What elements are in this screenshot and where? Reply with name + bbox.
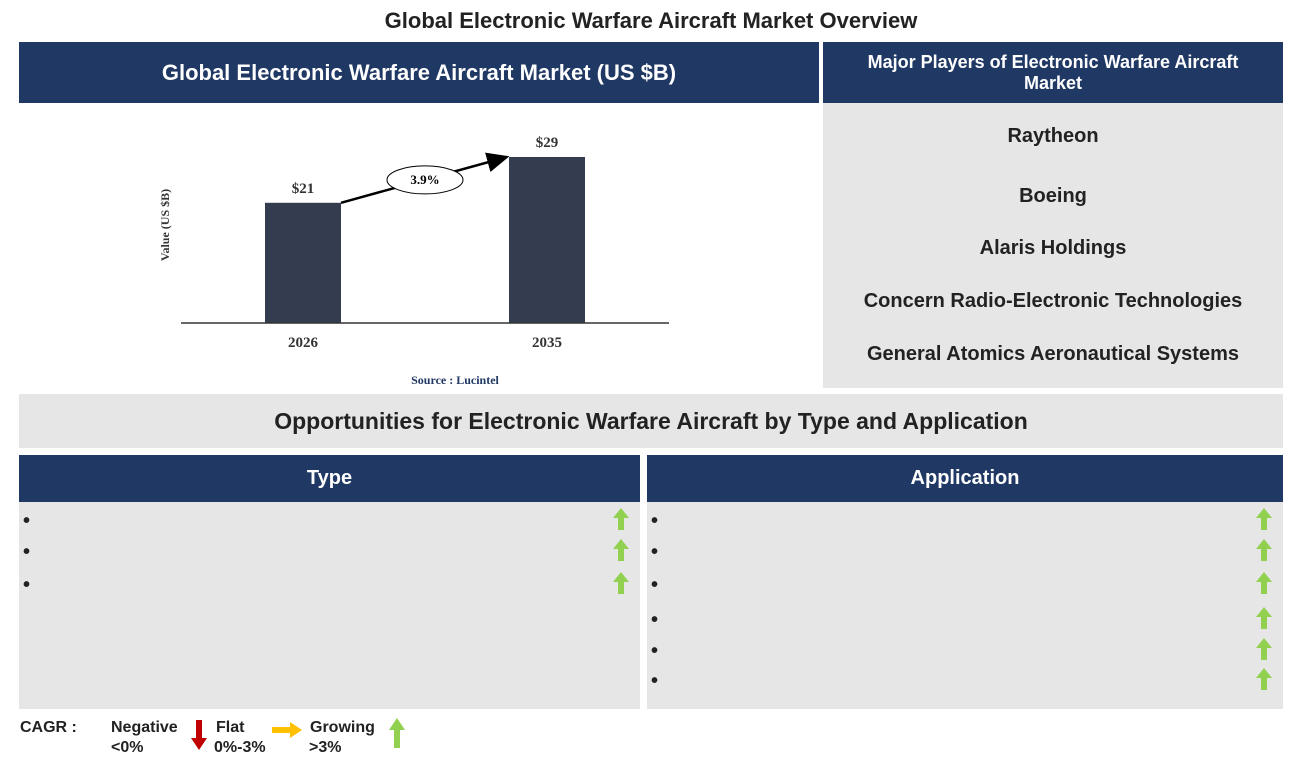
bar xyxy=(509,157,585,323)
trend-arrow xyxy=(1256,638,1272,660)
trend-arrow xyxy=(1256,607,1272,629)
cagr-bubble xyxy=(386,165,464,195)
y-axis-label: Value (US $B) xyxy=(158,189,172,261)
legend-label: Negative xyxy=(111,719,178,736)
type-header: Type xyxy=(19,455,640,502)
negative-arrow xyxy=(191,720,207,750)
page-title: Global Electronic Warfare Aircraft Marke… xyxy=(384,8,918,33)
list-item: • Jet Powered Transport Aircraft xyxy=(651,541,659,563)
players-header: Major Players of Electronic Warfare Airc… xyxy=(823,42,1283,103)
cagr-label: 3.9% xyxy=(410,172,439,187)
list-item: • Electronic Attack xyxy=(23,510,31,532)
trend-arrow xyxy=(613,508,629,530)
trend-arrow xyxy=(1256,668,1272,690)
player: Concern Radio-Electronic Technologies xyxy=(863,290,1243,312)
x-tick-label: 2026 xyxy=(288,335,319,351)
chart: $21 2026 $29 2035 3.9% Value (US $B) Source : … xyxy=(158,135,669,387)
legend-label: Flat xyxy=(216,719,245,736)
trend-arrow xyxy=(613,572,629,594)
value-label: $21 xyxy=(292,181,315,197)
list-item: • Electronic Warfare Support xyxy=(23,574,31,596)
flat-arrow xyxy=(272,722,302,738)
player: Alaris Holdings xyxy=(979,237,1127,259)
list-item: • Electronic Protection xyxy=(23,541,31,563)
list-item: • Helicopters xyxy=(651,609,659,631)
player: General Atomics Aeronautical Systems xyxy=(867,343,1239,365)
type-panel: • Electronic Attack • Electronic Protecti… xyxy=(19,502,640,709)
list-item: • Unmanned Aerial Vehicles xyxy=(651,640,659,662)
list-item: • Others xyxy=(651,670,659,692)
application-panel: • Fighter Jets • Jet Powered Transport Ai… xyxy=(647,502,1283,709)
player: Raytheon xyxy=(1007,125,1099,147)
list-item: • Turbo Props xyxy=(651,574,659,596)
list-item: • Fighter Jets xyxy=(651,510,659,532)
opportunities-title: Opportunities for Electronic Warfare Air… xyxy=(19,394,1283,448)
value-label: $29 xyxy=(536,135,559,151)
trend-arrow xyxy=(1256,508,1272,530)
application-header: Application xyxy=(647,455,1283,502)
player: Boeing xyxy=(1019,185,1087,207)
legend-range: <0% xyxy=(111,739,144,756)
source: Source : Lucintel xyxy=(411,373,499,387)
legend-title: CAGR : xyxy=(20,719,77,736)
legend-range: >3% xyxy=(309,739,342,756)
legend-label: Growing xyxy=(310,719,375,736)
players-panel: Raytheon Boeing Alaris Holdings Concern Rad… xyxy=(823,103,1283,388)
legend-range: 0%-3% xyxy=(214,739,266,756)
trend-arrow xyxy=(1256,572,1272,594)
growing-arrow xyxy=(389,718,405,748)
chart-header: Global Electronic Warfare Aircraft Marke… xyxy=(19,42,819,103)
x-tick-label: 2035 xyxy=(532,335,562,351)
trend-arrow xyxy=(1256,539,1272,561)
trend-arrow xyxy=(613,539,629,561)
bar xyxy=(265,202,341,323)
